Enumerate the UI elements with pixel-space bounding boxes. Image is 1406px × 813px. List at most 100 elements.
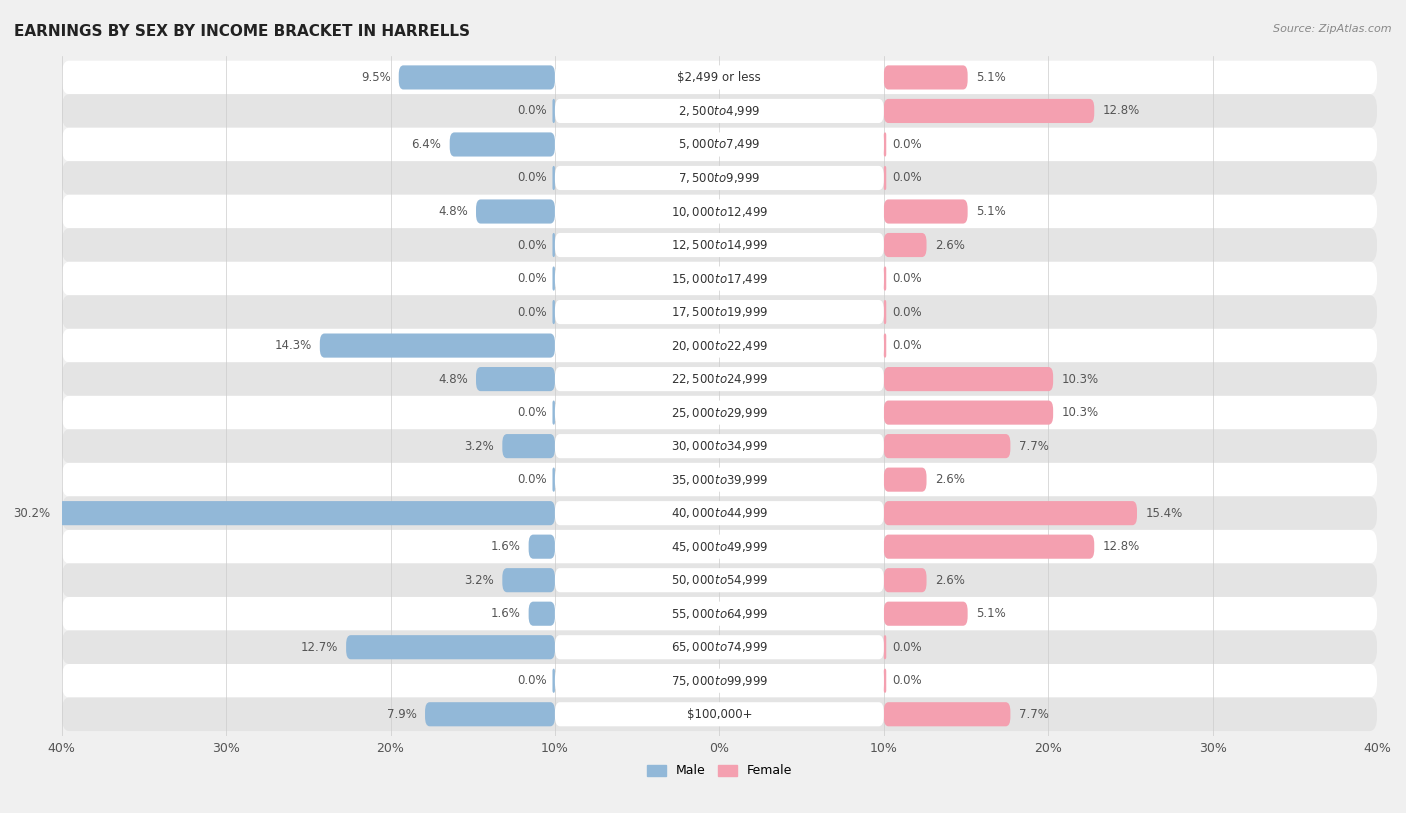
Text: 0.0%: 0.0% — [891, 272, 921, 285]
Text: $30,000 to $34,999: $30,000 to $34,999 — [671, 439, 768, 453]
Text: $7,500 to $9,999: $7,500 to $9,999 — [678, 171, 761, 185]
FancyBboxPatch shape — [553, 267, 555, 290]
FancyBboxPatch shape — [62, 463, 1376, 497]
Text: $22,500 to $24,999: $22,500 to $24,999 — [671, 372, 768, 386]
FancyBboxPatch shape — [62, 530, 1376, 563]
FancyBboxPatch shape — [555, 668, 884, 693]
FancyBboxPatch shape — [884, 65, 967, 89]
Text: 3.2%: 3.2% — [464, 574, 494, 587]
Text: 10.3%: 10.3% — [1062, 372, 1098, 385]
FancyBboxPatch shape — [884, 702, 1011, 726]
Text: $100,000+: $100,000+ — [686, 708, 752, 721]
FancyBboxPatch shape — [62, 597, 1376, 630]
FancyBboxPatch shape — [425, 702, 555, 726]
FancyBboxPatch shape — [553, 99, 555, 123]
FancyBboxPatch shape — [529, 602, 555, 626]
FancyBboxPatch shape — [555, 333, 884, 358]
FancyBboxPatch shape — [62, 363, 1376, 396]
Text: 0.0%: 0.0% — [891, 339, 921, 352]
FancyBboxPatch shape — [59, 501, 555, 525]
Text: 2.6%: 2.6% — [935, 238, 965, 251]
FancyBboxPatch shape — [555, 602, 884, 626]
FancyBboxPatch shape — [553, 166, 555, 190]
Text: 5.1%: 5.1% — [976, 205, 1005, 218]
FancyBboxPatch shape — [553, 467, 555, 492]
Text: 6.4%: 6.4% — [412, 138, 441, 151]
FancyBboxPatch shape — [62, 698, 1376, 731]
Text: 0.0%: 0.0% — [517, 104, 547, 117]
FancyBboxPatch shape — [555, 568, 884, 592]
FancyBboxPatch shape — [555, 401, 884, 424]
FancyBboxPatch shape — [502, 568, 555, 592]
FancyBboxPatch shape — [884, 401, 1053, 424]
Text: 5.1%: 5.1% — [976, 607, 1005, 620]
FancyBboxPatch shape — [62, 195, 1376, 228]
FancyBboxPatch shape — [884, 233, 927, 257]
Text: $50,000 to $54,999: $50,000 to $54,999 — [671, 573, 768, 587]
Text: 0.0%: 0.0% — [891, 172, 921, 185]
Text: $35,000 to $39,999: $35,000 to $39,999 — [671, 472, 768, 487]
Text: 12.8%: 12.8% — [1102, 540, 1140, 553]
FancyBboxPatch shape — [555, 166, 884, 190]
Text: 4.8%: 4.8% — [439, 205, 468, 218]
Text: 7.7%: 7.7% — [1018, 440, 1049, 453]
Text: $45,000 to $49,999: $45,000 to $49,999 — [671, 540, 768, 554]
Text: $12,500 to $14,999: $12,500 to $14,999 — [671, 238, 768, 252]
FancyBboxPatch shape — [553, 233, 555, 257]
FancyBboxPatch shape — [884, 99, 1094, 123]
FancyBboxPatch shape — [884, 635, 886, 659]
FancyBboxPatch shape — [62, 262, 1376, 295]
Text: EARNINGS BY SEX BY INCOME BRACKET IN HARRELLS: EARNINGS BY SEX BY INCOME BRACKET IN HAR… — [14, 24, 470, 39]
FancyBboxPatch shape — [884, 166, 886, 190]
Legend: Male, Female: Male, Female — [647, 764, 792, 777]
Text: 12.8%: 12.8% — [1102, 104, 1140, 117]
Text: 9.5%: 9.5% — [361, 71, 391, 84]
FancyBboxPatch shape — [62, 630, 1376, 664]
Text: $75,000 to $99,999: $75,000 to $99,999 — [671, 674, 768, 688]
FancyBboxPatch shape — [62, 228, 1376, 262]
Text: $15,000 to $17,499: $15,000 to $17,499 — [671, 272, 768, 285]
FancyBboxPatch shape — [884, 568, 927, 592]
FancyBboxPatch shape — [553, 401, 555, 424]
Text: 7.9%: 7.9% — [387, 708, 416, 721]
FancyBboxPatch shape — [555, 133, 884, 157]
FancyBboxPatch shape — [62, 94, 1376, 128]
Text: 0.0%: 0.0% — [517, 306, 547, 319]
Text: $5,000 to $7,499: $5,000 to $7,499 — [678, 137, 761, 151]
FancyBboxPatch shape — [555, 367, 884, 391]
Text: $25,000 to $29,999: $25,000 to $29,999 — [671, 406, 768, 420]
FancyBboxPatch shape — [555, 300, 884, 324]
FancyBboxPatch shape — [62, 429, 1376, 463]
FancyBboxPatch shape — [555, 199, 884, 224]
FancyBboxPatch shape — [884, 199, 967, 224]
Text: $17,500 to $19,999: $17,500 to $19,999 — [671, 305, 768, 319]
FancyBboxPatch shape — [62, 563, 1376, 597]
FancyBboxPatch shape — [884, 133, 886, 157]
FancyBboxPatch shape — [319, 333, 555, 358]
FancyBboxPatch shape — [555, 501, 884, 525]
Text: 10.3%: 10.3% — [1062, 406, 1098, 420]
FancyBboxPatch shape — [555, 267, 884, 290]
FancyBboxPatch shape — [62, 161, 1376, 195]
FancyBboxPatch shape — [553, 300, 555, 324]
Text: $10,000 to $12,499: $10,000 to $12,499 — [671, 205, 768, 219]
FancyBboxPatch shape — [555, 233, 884, 257]
FancyBboxPatch shape — [399, 65, 555, 89]
Text: 0.0%: 0.0% — [891, 306, 921, 319]
FancyBboxPatch shape — [884, 602, 967, 626]
Text: 1.6%: 1.6% — [491, 540, 520, 553]
FancyBboxPatch shape — [884, 467, 927, 492]
FancyBboxPatch shape — [553, 668, 555, 693]
FancyBboxPatch shape — [555, 65, 884, 89]
FancyBboxPatch shape — [62, 664, 1376, 698]
FancyBboxPatch shape — [450, 133, 555, 157]
Text: $65,000 to $74,999: $65,000 to $74,999 — [671, 640, 768, 654]
FancyBboxPatch shape — [884, 535, 1094, 559]
FancyBboxPatch shape — [62, 497, 1376, 530]
Text: 5.1%: 5.1% — [976, 71, 1005, 84]
Text: $55,000 to $64,999: $55,000 to $64,999 — [671, 606, 768, 620]
Text: $20,000 to $22,499: $20,000 to $22,499 — [671, 338, 768, 353]
Text: 15.4%: 15.4% — [1146, 506, 1182, 520]
Text: 1.6%: 1.6% — [491, 607, 520, 620]
FancyBboxPatch shape — [502, 434, 555, 459]
